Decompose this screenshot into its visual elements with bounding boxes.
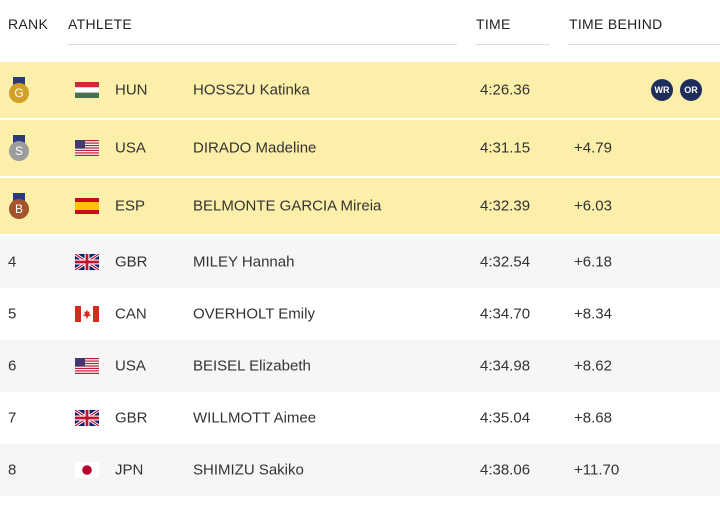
rank: 6 [8,357,17,375]
flag [75,140,99,156]
time-behind: +6.18 [574,253,612,271]
medal: B [8,193,30,219]
athlete-name[interactable]: BELMONTE GARCIA Mireia [193,197,382,215]
rank: 5 [8,305,17,323]
country-code: CAN [115,305,147,323]
athlete-name[interactable]: BEISEL Elizabeth [193,357,311,375]
country-code: HUN [115,81,148,99]
rank: 7 [8,409,17,427]
result-row[interactable]: 6 USA BEISEL Elizabeth 4:34.98 +8.62 [0,340,720,392]
athlete-name[interactable]: OVERHOLT Emily [193,305,315,323]
country-code: GBR [115,409,148,427]
time-behind: +8.62 [574,357,612,375]
result-row[interactable]: G HUN HOSSZU Katinka 4:26.36 WR OR [0,62,720,118]
medal-letter: S [9,141,29,161]
time-behind: +8.34 [574,305,612,323]
flag [75,462,99,478]
column-header: RANK [8,16,49,32]
country-code: USA [115,139,146,157]
flag [75,198,99,214]
time: 4:31.15 [480,139,531,157]
time: 4:34.70 [480,305,531,323]
time-behind: +8.68 [574,409,612,427]
time: 4:32.54 [480,253,531,271]
country-code: GBR [115,253,148,271]
time-behind: +4.79 [574,139,612,157]
flag [75,254,99,270]
flag [75,410,99,426]
medal-letter: B [9,199,29,219]
athlete-name[interactable]: DIRADO Madeline [193,139,317,157]
rank: 4 [8,253,17,271]
header-rule [68,44,457,45]
header-rule [476,44,550,45]
country-code: USA [115,357,146,375]
rank: 8 [8,461,17,479]
time: 4:32.39 [480,197,531,215]
flag [75,82,99,98]
record-badge: WR [651,79,673,101]
medal: S [8,135,30,161]
column-header: TIME [476,16,511,32]
header-rule [568,44,720,45]
flag [75,358,99,374]
time-behind: +6.03 [574,197,612,215]
result-row[interactable]: B ESP BELMONTE GARCIA Mireia 4:32.39 +6.… [0,178,720,234]
result-row[interactable]: 4 GBR MILEY Hannah 4:32.54 +6.18 [0,236,720,288]
athlete-name[interactable]: SHIMIZU Sakiko [193,461,304,479]
time: 4:34.98 [480,357,531,375]
athlete-name[interactable]: MILEY Hannah [193,253,295,271]
time-behind: +11.70 [574,461,620,479]
result-row[interactable]: 7 GBR WILLMOTT Aimee 4:35.04 +8.68 [0,392,720,444]
country-code: ESP [115,197,146,215]
column-header: TIME BEHIND [569,16,663,32]
medal: G [8,77,30,103]
country-code: JPN [115,461,144,479]
time: 4:38.06 [480,461,531,479]
column-header: ATHLETE [68,16,133,32]
result-row[interactable]: 8 JPN SHIMIZU Sakiko 4:38.06 +11.70 [0,444,720,496]
result-row[interactable]: S USA DIRADO Madeline 4:31.15 +4.79 [0,120,720,176]
result-row[interactable]: 5 CAN OVERHOLT Emily 4:34.70 +8.34 [0,288,720,340]
medal-letter: G [9,83,29,103]
flag [75,306,99,322]
time: 4:26.36 [480,81,531,99]
time: 4:35.04 [480,409,531,427]
record-badge: OR [680,79,702,101]
athlete-name[interactable]: HOSSZU Katinka [193,81,310,99]
athlete-name[interactable]: WILLMOTT Aimee [193,409,317,427]
